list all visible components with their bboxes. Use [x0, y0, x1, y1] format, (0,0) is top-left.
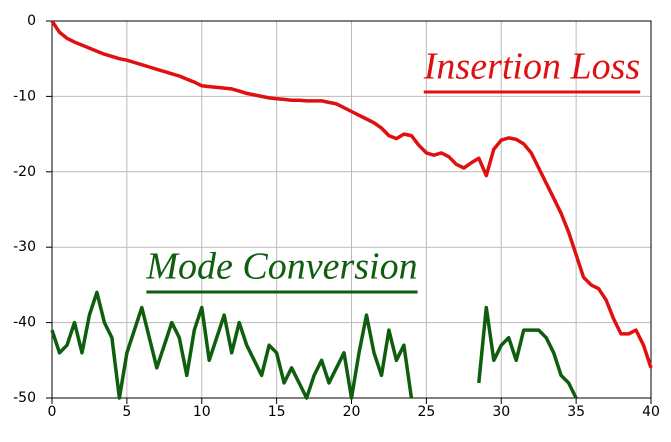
series-line	[50, 290, 578, 400]
x-tick-label: 5	[122, 404, 131, 420]
x-tick-label: 40	[642, 404, 660, 420]
x-tick-label: 10	[193, 404, 211, 420]
annotation: Insertion Loss	[423, 46, 640, 88]
y-tick-label: -30	[13, 239, 36, 255]
annotation: Mode Conversion	[145, 246, 417, 288]
y-tick-label: -40	[13, 315, 36, 331]
y-tick-label: 0	[27, 13, 36, 29]
x-tick-label: 20	[343, 404, 361, 420]
x-tick-label: 25	[417, 404, 435, 420]
x-tick-label: 35	[567, 404, 585, 420]
series-line	[50, 20, 653, 369]
y-tick-label: -10	[13, 88, 36, 104]
x-tick-label: 15	[268, 404, 286, 420]
x-tick-label: 0	[48, 404, 57, 420]
x-tick-label: 30	[492, 404, 510, 420]
y-tick-label: -20	[13, 164, 36, 180]
y-tick-label: -50	[13, 390, 36, 406]
